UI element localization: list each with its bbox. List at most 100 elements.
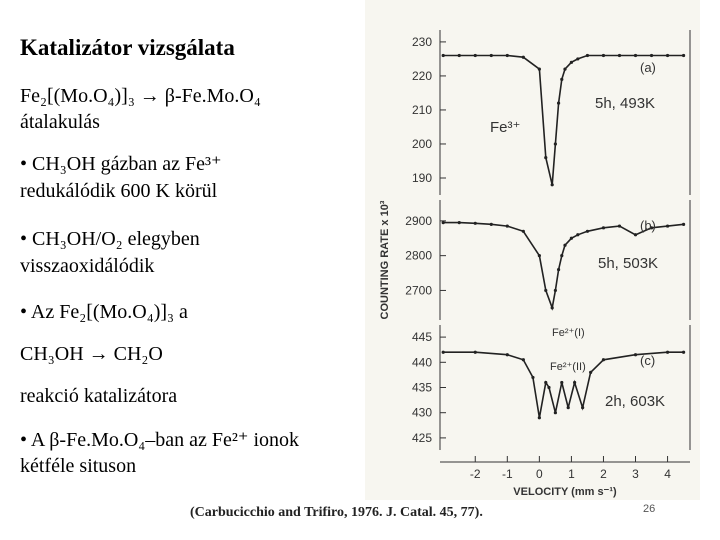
spectrum-line <box>443 221 684 311</box>
body-text: Fe₂[(Mo.O₄)]₃ → β-Fe.Mo.O₄ <box>20 85 261 107</box>
data-point <box>601 226 606 230</box>
annotation: Fe²⁺(II) <box>550 361 586 373</box>
data-point <box>544 155 548 160</box>
data-point <box>560 254 564 258</box>
body-text: redukálódik 600 K körül <box>20 180 218 202</box>
page-number: 26 <box>643 503 655 515</box>
data-point <box>521 229 525 233</box>
y-tick-label: 2800 <box>405 249 432 263</box>
panel-condition: 2h, 603K <box>605 393 665 410</box>
data-point <box>560 77 564 81</box>
body-text: átalakulás <box>20 111 100 133</box>
panel-condition: 5h, 493K <box>595 95 655 112</box>
data-point <box>505 224 509 228</box>
data-point <box>566 406 570 410</box>
data-point <box>681 350 686 354</box>
data-point <box>553 288 557 293</box>
x-tick-label: 4 <box>664 467 671 481</box>
data-point <box>505 353 509 357</box>
data-point <box>457 221 461 225</box>
data-point <box>473 221 477 225</box>
data-point <box>617 224 622 228</box>
data-point <box>665 224 670 228</box>
citation: (Carbucicchio and Trifiro, 1976. J. Cata… <box>190 505 483 520</box>
y-tick-label: 200 <box>412 137 432 151</box>
panel-label: (a) <box>640 60 656 75</box>
data-point <box>573 380 577 385</box>
y-tick-label: 445 <box>412 330 432 344</box>
data-point <box>581 406 585 410</box>
data-point <box>576 233 580 237</box>
x-tick-label: 0 <box>536 467 543 481</box>
y-tick-label: 2900 <box>405 214 432 228</box>
data-point <box>601 53 606 58</box>
y-tick-label: 435 <box>412 381 432 395</box>
data-point <box>556 267 561 272</box>
data-point <box>681 53 686 58</box>
panel-label: (b) <box>640 218 656 233</box>
y-tick-label: 425 <box>412 431 432 445</box>
body-text: • CH₃OH/O₂ elegyben <box>20 228 200 250</box>
data-point <box>550 306 554 310</box>
data-point <box>585 53 590 58</box>
data-point <box>569 60 574 64</box>
x-tick-label: -1 <box>502 467 513 481</box>
data-point <box>665 350 670 354</box>
data-point <box>617 53 622 58</box>
body-text: CH₃OH → CH₂O <box>20 343 163 365</box>
data-point <box>563 67 567 71</box>
slide-title: Katalizátor vizsgálata <box>20 35 235 60</box>
data-point <box>633 233 638 237</box>
data-point <box>537 416 541 420</box>
data-point <box>489 222 493 226</box>
data-point <box>473 350 477 354</box>
data-point <box>544 380 548 385</box>
x-tick-label: 2 <box>600 467 607 481</box>
data-point <box>550 183 554 187</box>
panel-condition: 5h, 503K <box>598 255 658 272</box>
data-point <box>563 243 567 247</box>
data-point <box>633 53 638 58</box>
y-axis-label: COUNTING RATE x 10³ <box>379 200 391 319</box>
data-point <box>589 370 593 374</box>
data-point <box>505 53 509 58</box>
data-point <box>473 53 477 58</box>
data-point <box>633 353 638 357</box>
y-tick-label: 430 <box>412 406 432 420</box>
data-point <box>521 358 525 362</box>
data-point <box>560 380 564 385</box>
data-point <box>569 236 574 240</box>
data-point <box>544 288 548 293</box>
data-point <box>556 101 561 105</box>
y-tick-label: 210 <box>412 103 432 117</box>
body-text: kétféle situson <box>20 455 136 477</box>
data-point <box>489 53 493 58</box>
y-tick-label: 2700 <box>405 283 432 297</box>
x-axis-label: VELOCITY (mm s⁻¹) <box>513 486 617 498</box>
data-point <box>601 358 606 362</box>
y-tick-label: 440 <box>412 355 432 369</box>
data-point <box>521 55 525 59</box>
body-text: • CH₃OH gázban az Fe³⁺ <box>20 153 222 175</box>
data-point <box>441 350 445 354</box>
body-text: reakció katalizátora <box>20 385 177 407</box>
body-text: • A β-Fe.Mo.O₄–ban az Fe²⁺ ionok <box>20 429 299 451</box>
data-point <box>553 411 557 415</box>
y-tick-label: 230 <box>412 35 432 49</box>
data-point <box>576 57 580 61</box>
body-text: • Az Fe₂[(Mo.O₄)]₃ a <box>20 301 188 323</box>
figure-background <box>365 0 700 500</box>
data-point <box>441 221 445 225</box>
x-tick-label: -2 <box>470 467 481 481</box>
x-tick-label: 3 <box>632 467 639 481</box>
body-text: visszaoxidálódik <box>20 255 154 277</box>
data-point <box>537 67 541 71</box>
data-point <box>649 53 654 58</box>
spectrum-line <box>443 351 684 418</box>
data-point <box>681 222 686 226</box>
y-tick-label: 220 <box>412 69 432 83</box>
y-tick-label: 190 <box>412 171 432 185</box>
annotation: Fe²⁺(I) <box>552 327 585 339</box>
